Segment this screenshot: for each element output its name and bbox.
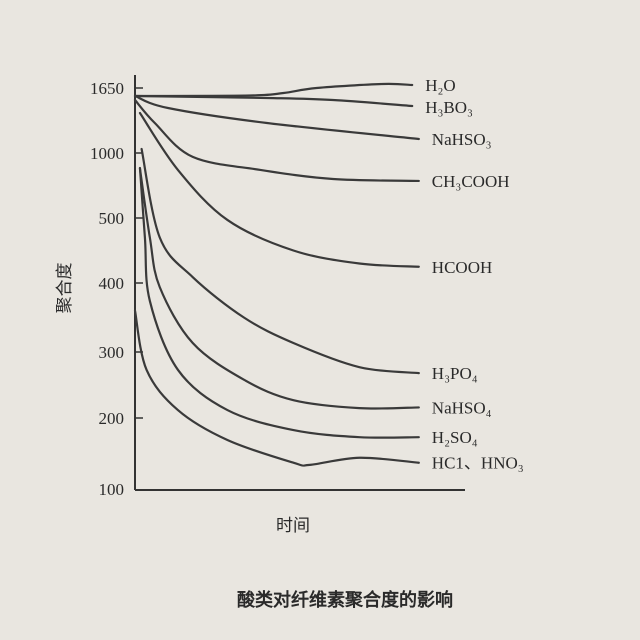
y-tick-label: 1650 xyxy=(90,79,124,98)
series-label: NaHSO₃ xyxy=(432,130,492,149)
y-tick-label: 1000 xyxy=(90,144,124,163)
series-label: H₂O xyxy=(425,76,455,95)
series-line-5 xyxy=(140,147,420,375)
y-tick-label: 300 xyxy=(99,343,125,362)
series-line-2 xyxy=(133,94,420,141)
x-axis-label: 时间 xyxy=(276,516,310,536)
y-tick-label: 500 xyxy=(99,209,125,228)
series-label: H₃BO₃ xyxy=(425,98,473,117)
series-line-0 xyxy=(133,82,414,98)
series-line-7 xyxy=(138,166,420,439)
series-line-6 xyxy=(138,167,420,410)
chart-caption: 酸类对纤维素聚合度的影响 xyxy=(237,589,453,611)
series-label: H₃PO₄ xyxy=(432,364,478,383)
series-line-3 xyxy=(133,98,420,183)
series-line-8 xyxy=(133,309,420,467)
series-label: HCOOH xyxy=(432,258,492,277)
y-axis-label: 聚合度 xyxy=(55,263,75,314)
series-line-1 xyxy=(133,94,414,108)
series-label: H₂SO₄ xyxy=(432,428,478,447)
series-line-4 xyxy=(138,111,420,268)
y-tick-label: 100 xyxy=(99,480,125,499)
series-labels: H₂O H₃BO₃ NaHSO₃ CH₃COOH HCOOH H₃PO₄ NaHSO₄ H₂S… xyxy=(425,76,524,473)
series-label: HC1、HNO₃ xyxy=(432,454,524,473)
series-label: NaHSO₄ xyxy=(432,398,492,417)
y-tick-label: 200 xyxy=(99,409,125,428)
series-lines xyxy=(133,82,420,467)
y-tick-label: 400 xyxy=(99,274,125,293)
series-label: CH₃COOH xyxy=(432,172,510,191)
axes xyxy=(134,75,465,491)
y-ticks: 1650 1000 500 400 300 200 100 xyxy=(90,79,143,499)
